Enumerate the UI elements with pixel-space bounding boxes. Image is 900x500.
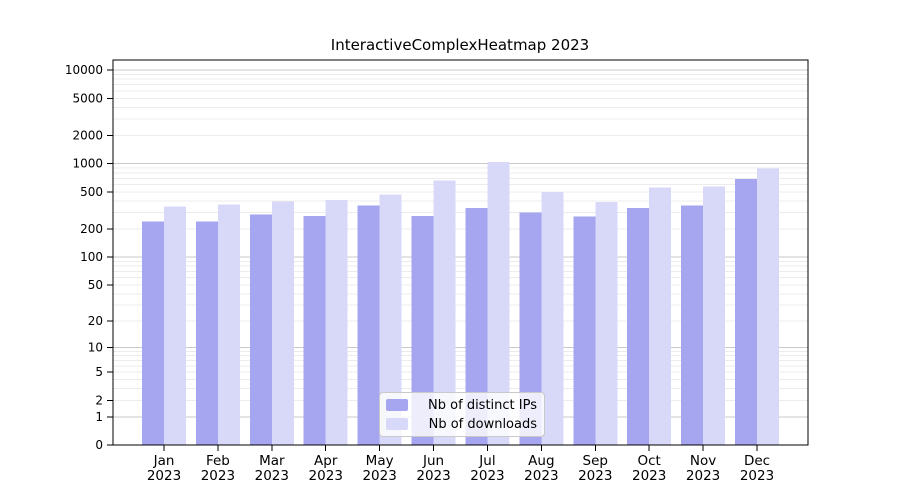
bar-distinct-ips-7 [519,212,542,445]
x-tick-label-year: 2023 [686,468,720,484]
bar-distinct-ips-8 [573,216,596,445]
y-tick-label: 50 [88,278,103,292]
bar-distinct-ips-6 [465,208,488,445]
bar-distinct-ips-4 [357,205,380,445]
y-tick-label: 2000 [72,129,103,143]
y-tick-label: 2 [95,393,103,407]
x-tick-label-month: Sep [583,453,608,469]
bar-downloads-6 [487,161,510,445]
bar-downloads-5 [433,180,456,446]
bar-downloads-1 [217,204,240,445]
y-tick-label: 500 [80,185,103,199]
bar-distinct-ips-5 [411,215,434,445]
x-tick-label-month: Oct [638,453,661,469]
bar-distinct-ips-10 [681,205,704,445]
x-tick-label-month: May [366,453,394,469]
y-tick-label: 20 [88,314,103,328]
bar-distinct-ips-2 [249,214,272,445]
y-tick-label: 10 [88,340,103,354]
x-tick-label-month: Jul [478,453,495,469]
chart-legend: Nb of distinct IPs Nb of downloads [379,392,545,437]
bar-distinct-ips-11 [735,178,757,445]
bar-downloads-9 [649,187,672,445]
x-tick-label-year: 2023 [309,468,343,484]
bar-downloads-7 [541,191,564,445]
legend-item-downloads: Nb of downloads [386,416,537,432]
chart-title: InteractiveComplexHeatmap 2023 [331,36,589,54]
x-tick-label-year: 2023 [201,468,235,484]
x-tick-label-month: Mar [259,453,285,469]
bar-distinct-ips-1 [195,221,218,445]
x-tick-label-month: Dec [744,453,770,469]
x-tick-label-month: Aug [528,453,554,469]
bar-downloads-3 [325,199,348,445]
bar-distinct-ips-3 [303,216,326,445]
y-tick-label: 10000 [65,63,103,77]
bar-distinct-ips-9 [627,208,650,445]
x-tick-label-year: 2023 [632,468,666,484]
x-tick-label-year: 2023 [524,468,558,484]
x-tick-label-month: Apr [314,453,338,469]
y-tick-label: 1 [95,410,103,424]
y-tick-label: 100 [80,250,103,264]
bar-distinct-ips-0 [142,221,164,445]
x-tick-label-year: 2023 [147,468,181,484]
x-tick-label-month: Jun [422,453,444,469]
bar-downloads-4 [379,194,402,445]
x-tick-label-year: 2023 [578,468,612,484]
legend-swatch-downloads [386,418,408,430]
legend-label-downloads: Nb of downloads [428,416,537,432]
x-tick-label-year: 2023 [362,468,396,484]
y-tick-label: 0 [95,438,103,452]
bar-downloads-2 [271,201,294,445]
bar-downloads-10 [703,186,726,446]
x-tick-label-year: 2023 [740,468,774,484]
plot-frame [112,59,809,446]
y-tick-label: 5000 [72,91,103,105]
legend-swatch-distinct-ips [386,399,408,411]
bar-downloads-11 [757,168,779,445]
x-tick-label-year: 2023 [255,468,289,484]
bar-downloads-8 [595,202,618,445]
y-tick-label: 200 [80,222,103,236]
y-tick-label: 1000 [72,157,103,171]
x-tick-label-month: Nov [690,453,716,469]
legend-item-distinct-ips: Nb of distinct IPs [386,397,537,413]
x-tick-label-year: 2023 [470,468,504,484]
x-tick-label-month: Jan [153,453,175,469]
legend-label-distinct-ips: Nb of distinct IPs [428,397,537,413]
y-tick-label: 5 [95,365,103,379]
bar-downloads-0 [164,206,186,445]
x-tick-label-year: 2023 [416,468,450,484]
x-tick-label-month: Feb [206,453,230,469]
